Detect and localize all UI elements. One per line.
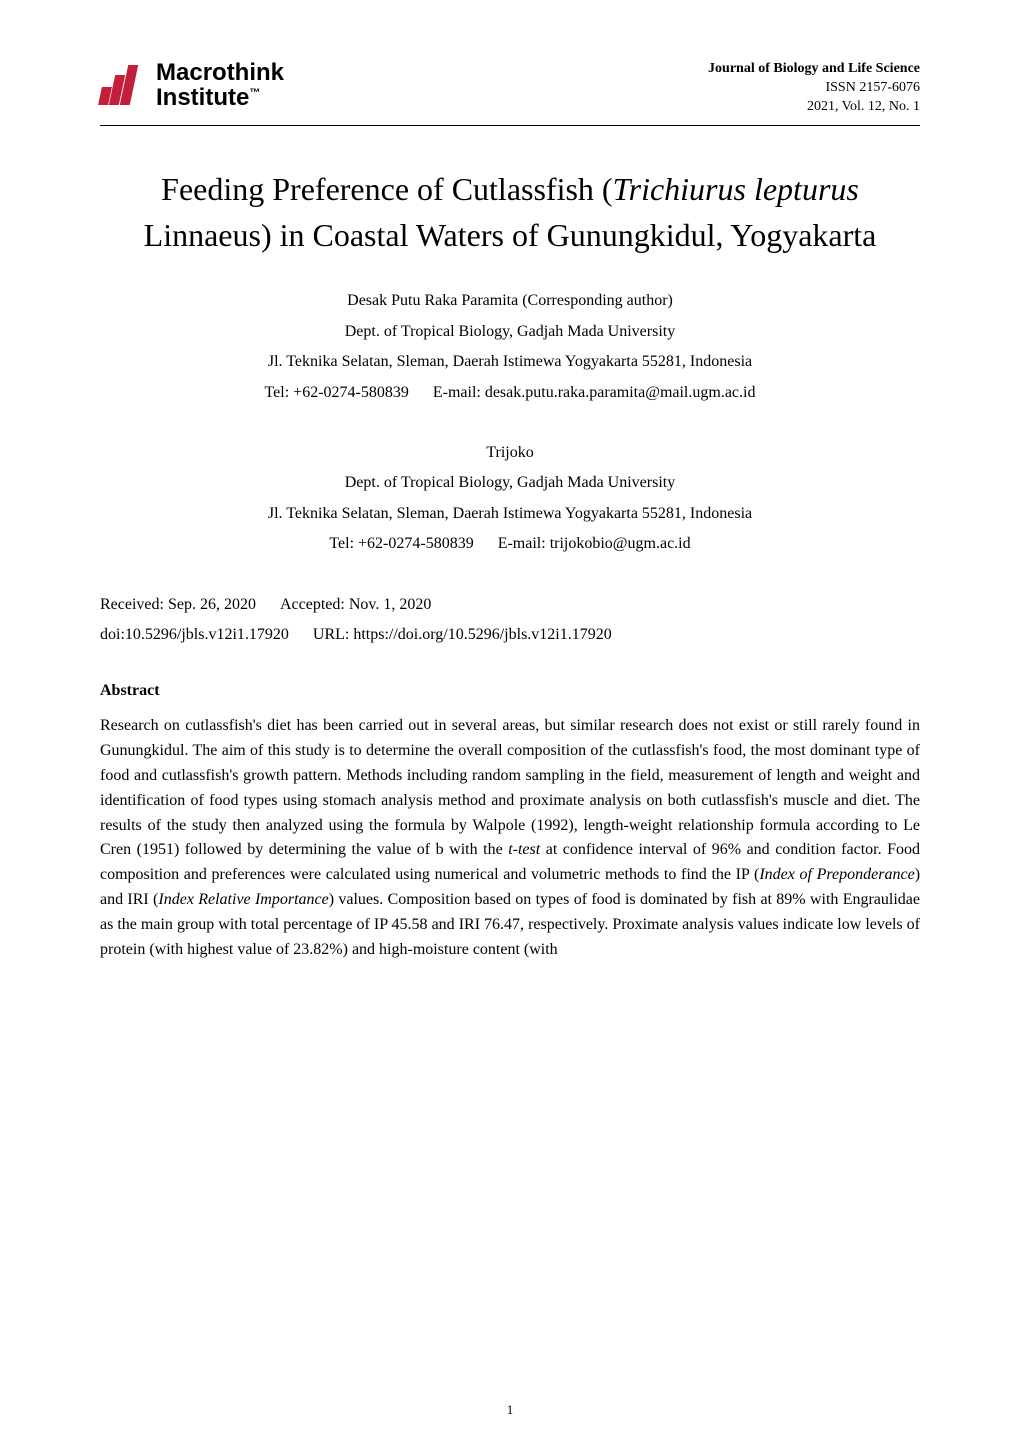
author2-contact: Tel: +62-0274-580839 E-mail: trijokobio@u… [100,529,920,559]
abstract-body: Research on cutlassfish's diet has been … [100,714,920,962]
dates-row: Received: Sep. 26, 2020 Accepted: Nov. 1,… [100,590,920,620]
author1-address: Jl. Teknika Selatan, Sleman, Daerah Isti… [100,347,920,377]
doi-row: doi:10.5296/jbls.v12i1.17920 URL: https:/… [100,620,920,650]
author1-block: Desak Putu Raka Paramita (Corresponding … [100,286,920,408]
trademark-symbol: ™ [249,87,260,99]
author1-tel: Tel: +62-0274-580839 [265,384,409,401]
doi-text: doi:10.5296/jbls.v12i1.17920 [100,626,289,643]
journal-issn: ISSN 2157-6076 [708,79,920,98]
article-meta: Received: Sep. 26, 2020 Accepted: Nov. 1,… [100,590,920,651]
publisher-logo: Macrothink Institute™ [100,60,284,110]
logo-mark-icon [100,65,148,105]
title-part2: Linnaeus) in Coastal Waters of Gunungkid… [144,217,877,253]
paper-title: Feeding Preference of Cutlassfish (Trich… [100,166,920,259]
author2-address: Jl. Teknika Selatan, Sleman, Daerah Isti… [100,499,920,529]
page-number: 1 [0,1402,1020,1418]
page-header: Macrothink Institute™ Journal of Biology… [100,60,920,126]
abstract-section: Abstract Research on cutlassfish's diet … [100,682,920,962]
author1-name: Desak Putu Raka Paramita (Corresponding … [100,286,920,316]
abstract-ip: Index of Preponderance [759,866,914,883]
title-species: Trichiurus lepturus [613,171,859,207]
author1-contact: Tel: +62-0274-580839 E-mail: desak.putu.r… [100,378,920,408]
title-part1: Feeding Preference of Cutlassfish ( [161,171,612,207]
author2-block: Trijoko Dept. of Tropical Biology, Gadja… [100,438,920,560]
doi-url: URL: https://doi.org/10.5296/jbls.v12i1.… [313,626,612,643]
abstract-ttest: t-test [508,841,540,858]
journal-info: Journal of Biology and Life Science ISSN… [708,60,920,117]
publisher-line2: Institute [156,84,249,111]
journal-issue: 2021, Vol. 12, No. 1 [708,98,920,117]
journal-name: Journal of Biology and Life Science [708,60,920,79]
abstract-iri: Index Relative Importance [158,891,328,908]
abstract-heading: Abstract [100,682,920,700]
author2-tel: Tel: +62-0274-580839 [329,535,473,552]
author2-email: E-mail: trijokobio@ugm.ac.id [498,535,691,552]
publisher-line1: Macrothink [156,59,284,86]
author2-name: Trijoko [100,438,920,468]
accepted-date: Accepted: Nov. 1, 2020 [280,596,431,613]
author1-dept: Dept. of Tropical Biology, Gadjah Mada U… [100,317,920,347]
author1-email: E-mail: desak.putu.raka.paramita@mail.ug… [433,384,756,401]
abstract-p1a: Research on cutlassfish's diet has been … [100,717,920,858]
publisher-name: Macrothink Institute™ [156,60,284,110]
received-date: Received: Sep. 26, 2020 [100,596,256,613]
author2-dept: Dept. of Tropical Biology, Gadjah Mada U… [100,468,920,498]
